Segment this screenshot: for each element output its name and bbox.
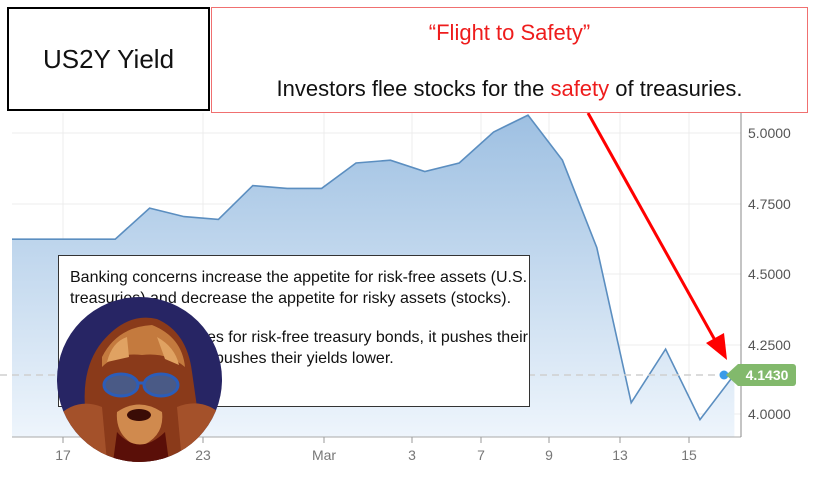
x-ticks: [62, 437, 690, 443]
x-tick-9: 9: [545, 447, 553, 463]
x-tick-mar: Mar: [311, 447, 337, 463]
y-tick-4-75: 4.7500: [748, 196, 791, 212]
headline-subtitle: Investors flee stocks for the safety of …: [212, 76, 807, 102]
x-tick-17: 17: [55, 447, 71, 463]
headline-box: “Flight to Safety” Investors flee stocks…: [211, 7, 808, 113]
y-tick-5: 5.0000: [748, 125, 791, 141]
note-paragraph-1: Banking concerns increase the appetite f…: [70, 269, 528, 307]
x-tick-13: 13: [612, 447, 628, 463]
x-tick-15: 15: [681, 447, 697, 463]
headline-sub-highlight: safety: [550, 76, 610, 101]
last-price-badge: 4.1430: [726, 364, 796, 386]
gorilla-avatar: [57, 297, 222, 462]
red-arrow: [586, 112, 727, 360]
x-tick-3: 3: [408, 447, 416, 463]
y-tick-4: 4.0000: [748, 406, 791, 422]
chart-title-box: US2Y Yield: [7, 7, 210, 111]
x-tick-23: 23: [195, 447, 211, 463]
headline-title: “Flight to Safety”: [428, 20, 591, 45]
yield-line: [12, 114, 736, 422]
y-tick-4-5: 4.5000: [748, 266, 791, 282]
y-tick-4-25: 4.2500: [748, 337, 791, 353]
headline-sub-before: Investors flee stocks for the: [276, 76, 551, 101]
gorilla-sunglasses-icon: [57, 317, 222, 462]
x-tick-7: 7: [477, 447, 485, 463]
headline-sub-after: of treasuries.: [609, 76, 743, 101]
chart-title: US2Y Yield: [42, 43, 175, 74]
